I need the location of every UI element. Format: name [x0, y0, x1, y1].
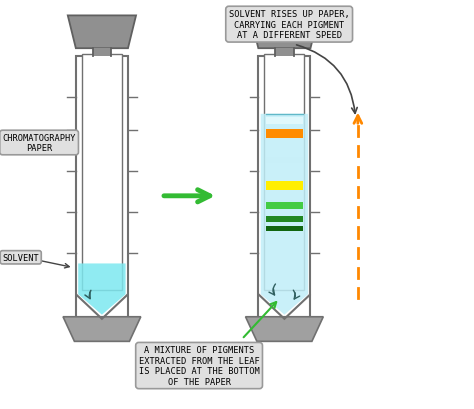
Polygon shape — [63, 317, 141, 342]
Bar — [266, 182, 303, 190]
Polygon shape — [68, 16, 136, 49]
Polygon shape — [250, 16, 319, 49]
Polygon shape — [246, 317, 323, 342]
Bar — [76, 57, 128, 319]
Text: SOLVENT RISES UP PAPER,
CARRYING EACH PIGMENT
AT A DIFFERENT SPEED: SOLVENT RISES UP PAPER, CARRYING EACH PI… — [229, 10, 349, 40]
Bar — [82, 55, 122, 290]
Text: CHROMATOGRAPHY
PAPER: CHROMATOGRAPHY PAPER — [2, 133, 76, 153]
Bar — [258, 57, 310, 319]
Bar — [264, 55, 304, 290]
Bar — [266, 157, 303, 164]
Bar — [266, 130, 303, 139]
Bar — [266, 117, 303, 125]
Bar — [266, 226, 303, 231]
Bar — [266, 216, 303, 223]
Text: A MIXTURE OF PIGMENTS
EXTRACTED FROM THE LEAF
IS PLACED AT THE BOTTOM
OF THE PAP: A MIXTURE OF PIGMENTS EXTRACTED FROM THE… — [139, 346, 259, 386]
Polygon shape — [261, 115, 308, 315]
Bar — [93, 49, 111, 57]
Bar — [275, 49, 293, 57]
Bar — [266, 203, 303, 209]
Polygon shape — [78, 264, 126, 315]
Text: SOLVENT: SOLVENT — [2, 253, 39, 262]
